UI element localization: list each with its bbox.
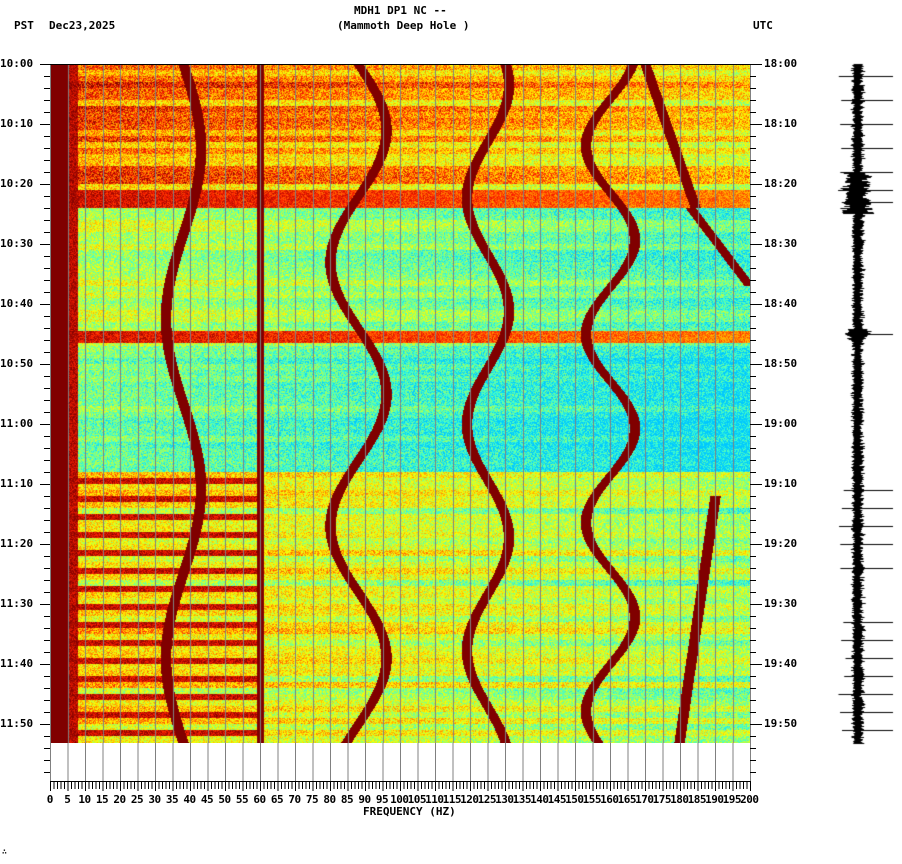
y-tick-label-left: 10:30 — [0, 237, 34, 250]
y-tick-label-left: 10:20 — [0, 177, 34, 190]
x-tick-label: 5 — [64, 793, 71, 806]
footer-mark: ∴ — [2, 847, 7, 856]
x-tick-label: 175 — [652, 793, 672, 806]
right-timezone-label: UTC — [753, 19, 773, 32]
y-tick-label-right: 19:00 — [764, 417, 798, 430]
y-tick-label-left: 11:30 — [0, 597, 34, 610]
y-tick-label-left: 10:00 — [0, 57, 34, 70]
x-tick-label: 115 — [442, 793, 462, 806]
x-tick-label: 60 — [253, 793, 266, 806]
x-tick-label: 25 — [130, 793, 144, 806]
y-tick-label-left: 11:20 — [0, 537, 34, 550]
y-tick-label-left: 11:00 — [0, 417, 34, 430]
x-tick-label: 30 — [148, 793, 161, 806]
x-tick-label: 95 — [375, 793, 389, 806]
station-title: MDH1 DP1 NC -- — [354, 4, 447, 17]
y-tick-label-left: 10:10 — [0, 117, 34, 130]
x-tick-label: 75 — [305, 793, 319, 806]
x-tick-label: 190 — [705, 793, 724, 806]
y-tick-label-left: 11:10 — [0, 477, 34, 490]
x-tick-label: 185 — [687, 793, 707, 806]
x-tick-label: 20 — [113, 793, 126, 806]
seismogram-trace — [820, 60, 902, 750]
x-tick-label: 90 — [358, 793, 371, 806]
x-tick-label: 155 — [582, 793, 602, 806]
x-tick-label: 180 — [670, 793, 689, 806]
date-label: Dec23,2025 — [49, 19, 116, 32]
x-tick-label: 140 — [530, 793, 549, 806]
spectrogram-heatmap — [50, 64, 750, 743]
y-tick-label-right: 18:40 — [764, 297, 798, 310]
x-tick-label: 100 — [390, 793, 409, 806]
x-tick-label: 0 — [46, 793, 54, 806]
y-tick-label-left: 11:40 — [0, 657, 34, 670]
x-tick-label: 110 — [425, 793, 444, 806]
y-tick-label-right: 19:40 — [764, 657, 798, 670]
y-tick-label-right: 19:10 — [764, 477, 798, 490]
x-tick-label: 145 — [547, 793, 567, 806]
x-tick-label: 10 — [78, 793, 91, 806]
y-tick-label-right: 19:20 — [764, 537, 798, 550]
x-tick-label: 15 — [95, 793, 109, 806]
x-tick-label: 120 — [460, 793, 479, 806]
left-timezone-label: PST — [14, 19, 34, 32]
y-tick-label-right: 19:30 — [764, 597, 798, 610]
y-tick-label-right: 18:50 — [764, 357, 798, 370]
x-tick-label: 55 — [235, 793, 249, 806]
x-tick-label: 125 — [477, 793, 497, 806]
site-title: (Mammoth Deep Hole ) — [337, 19, 470, 32]
x-tick-label: 200 — [740, 793, 759, 806]
x-tick-label: 105 — [407, 793, 427, 806]
x-tick-label: 165 — [617, 793, 637, 806]
x-tick-label: 40 — [183, 793, 196, 806]
x-tick-label: 65 — [270, 793, 284, 806]
x-axis-title: FREQUENCY (HZ) — [363, 805, 456, 818]
y-tick-label-right: 18:20 — [764, 177, 798, 190]
x-tick-label: 35 — [165, 793, 179, 806]
x-tick-label: 50 — [218, 793, 231, 806]
x-tick-label: 130 — [495, 793, 514, 806]
x-tick-label: 135 — [512, 793, 532, 806]
x-tick-label: 70 — [288, 793, 301, 806]
y-tick-label-left: 10:40 — [0, 297, 34, 310]
x-tick-label: 160 — [600, 793, 619, 806]
x-tick-label: 80 — [323, 793, 336, 806]
x-tick-label: 45 — [200, 793, 214, 806]
y-tick-label-right: 18:10 — [764, 117, 798, 130]
x-tick-label: 150 — [565, 793, 584, 806]
y-tick-label-right: 18:00 — [764, 57, 798, 70]
y-tick-label-left: 10:50 — [0, 357, 34, 370]
y-tick-label-left: 11:50 — [0, 717, 34, 730]
y-tick-label-right: 19:50 — [764, 717, 798, 730]
x-tick-label: 170 — [635, 793, 654, 806]
x-tick-label: 85 — [340, 793, 354, 806]
x-tick-label: 195 — [722, 793, 742, 806]
y-tick-label-right: 18:30 — [764, 237, 798, 250]
